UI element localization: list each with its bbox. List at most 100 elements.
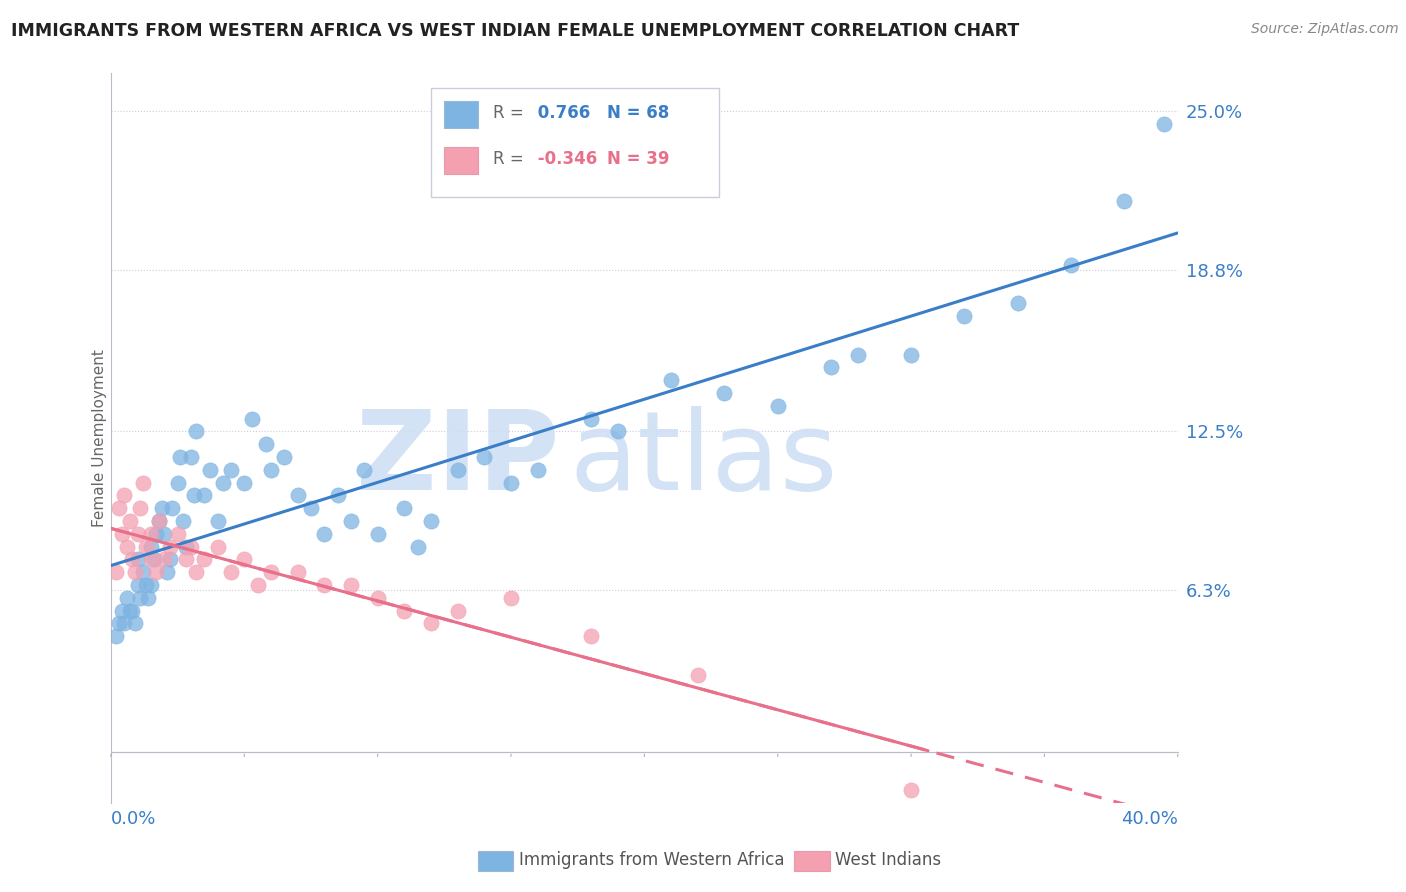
Point <box>153 552 176 566</box>
Point <box>953 310 976 324</box>
Point <box>299 501 322 516</box>
Text: atlas: atlas <box>569 406 838 513</box>
Point <box>127 527 149 541</box>
Point <box>183 488 205 502</box>
Point <box>287 566 309 580</box>
Text: 40.0%: 40.0% <box>1121 811 1178 829</box>
Point <box>148 514 170 528</box>
Point <box>579 411 602 425</box>
Point <box>340 514 363 528</box>
Point <box>127 552 149 566</box>
Text: ZIP: ZIP <box>356 406 560 513</box>
Text: R =: R = <box>494 104 523 122</box>
Point <box>254 437 277 451</box>
Point <box>219 566 242 580</box>
Point <box>207 540 229 554</box>
Point <box>340 578 363 592</box>
Text: -0.346: -0.346 <box>533 150 598 168</box>
Point <box>135 578 157 592</box>
Point <box>108 501 131 516</box>
Point <box>139 540 162 554</box>
Point <box>766 399 789 413</box>
Point <box>186 566 208 580</box>
Point <box>115 591 138 605</box>
Point <box>166 527 188 541</box>
Point <box>136 591 159 605</box>
Point <box>394 501 416 516</box>
Point <box>394 604 416 618</box>
Point <box>180 450 202 464</box>
Point <box>105 566 128 580</box>
Point <box>172 514 194 528</box>
Point <box>180 540 202 554</box>
Point <box>124 566 146 580</box>
Text: Source: ZipAtlas.com: Source: ZipAtlas.com <box>1251 22 1399 37</box>
Point <box>326 488 349 502</box>
Point <box>162 501 184 516</box>
Point <box>367 527 389 541</box>
Point <box>686 667 709 681</box>
Point <box>198 463 221 477</box>
Point <box>159 552 181 566</box>
Point <box>139 527 162 541</box>
Point <box>447 463 470 477</box>
Point <box>153 527 176 541</box>
Point <box>112 616 135 631</box>
Point <box>314 578 336 592</box>
Point <box>900 783 922 797</box>
Point <box>105 629 128 643</box>
Point <box>156 566 179 580</box>
Point <box>193 552 215 566</box>
Point <box>240 411 263 425</box>
Text: 0.766: 0.766 <box>533 104 591 122</box>
Text: Immigrants from Western Africa: Immigrants from Western Africa <box>519 851 785 869</box>
Point <box>112 488 135 502</box>
Point <box>132 475 155 490</box>
Point <box>1060 258 1083 272</box>
Point <box>150 501 173 516</box>
Point <box>129 501 152 516</box>
Point <box>900 348 922 362</box>
Point <box>108 616 131 631</box>
Point <box>406 540 429 554</box>
Point <box>207 514 229 528</box>
Text: 0.0%: 0.0% <box>111 811 156 829</box>
Point <box>139 552 162 566</box>
Text: R =: R = <box>494 150 523 168</box>
Point <box>159 540 181 554</box>
Point <box>145 566 167 580</box>
Point <box>526 463 548 477</box>
Point <box>233 552 256 566</box>
Point <box>260 463 283 477</box>
Point <box>118 514 141 528</box>
Point <box>121 552 143 566</box>
Point <box>260 566 283 580</box>
Point <box>193 488 215 502</box>
FancyBboxPatch shape <box>432 87 718 197</box>
Point <box>314 527 336 541</box>
Point <box>472 450 495 464</box>
Y-axis label: Female Unemployment: Female Unemployment <box>93 349 107 527</box>
Text: IMMIGRANTS FROM WESTERN AFRICA VS WEST INDIAN FEMALE UNEMPLOYMENT CORRELATION CH: IMMIGRANTS FROM WESTERN AFRICA VS WEST I… <box>11 22 1019 40</box>
Point <box>110 527 132 541</box>
Point <box>579 629 602 643</box>
Point <box>132 566 155 580</box>
Point <box>233 475 256 490</box>
Point <box>135 540 157 554</box>
Point <box>174 552 197 566</box>
Point <box>1007 296 1029 310</box>
Point <box>139 578 162 592</box>
Point <box>606 425 628 439</box>
Point <box>115 540 138 554</box>
Text: West Indians: West Indians <box>835 851 941 869</box>
Point <box>118 604 141 618</box>
Point <box>1153 117 1175 131</box>
Point <box>846 348 869 362</box>
Point <box>273 450 295 464</box>
Text: N = 68: N = 68 <box>607 104 669 122</box>
Text: N = 39: N = 39 <box>607 150 669 168</box>
Point <box>659 373 682 387</box>
Point <box>121 604 143 618</box>
Point <box>420 514 443 528</box>
FancyBboxPatch shape <box>444 102 478 128</box>
